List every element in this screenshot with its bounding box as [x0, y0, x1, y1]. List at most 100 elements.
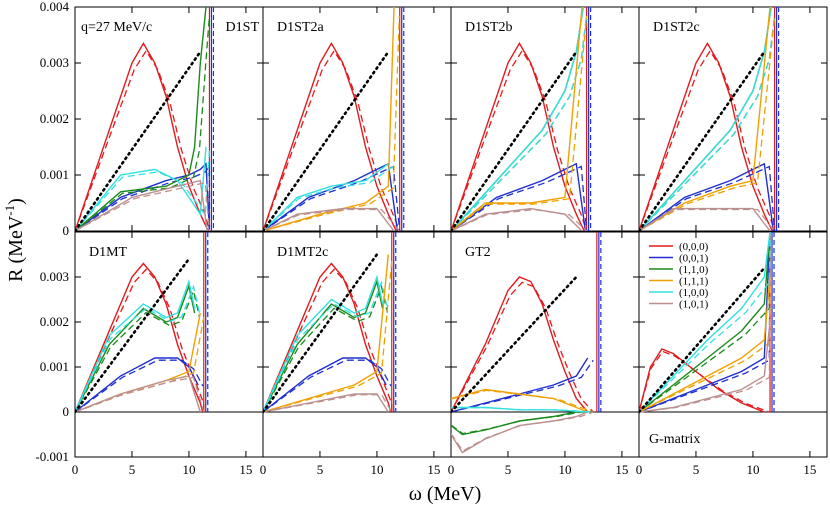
- series-100-dashed: [639, 239, 771, 413]
- series-100-solid: [75, 146, 207, 231]
- series-100-dashed: [639, 15, 776, 231]
- x-tick-label: 15: [803, 462, 816, 477]
- series-111-solid: [263, 254, 389, 413]
- series-100-solid: [451, 7, 584, 231]
- series-000-dashed: [451, 49, 588, 231]
- y-tick-label: 0.001: [40, 167, 69, 182]
- series-000-solid: [451, 42, 585, 231]
- x-axis-label: ω (MeV): [409, 483, 482, 505]
- series-110-dashed: [75, 15, 211, 231]
- series-100-solid: [263, 274, 384, 413]
- series-001-dashed: [263, 359, 392, 413]
- series-100-dashed: [75, 284, 201, 413]
- series-110-solid: [639, 7, 772, 231]
- panel-d1st2c: D1ST2c: [638, 6, 828, 232]
- panel-curves: [451, 7, 592, 231]
- series-101-solid: [263, 393, 389, 413]
- series-001-dashed: [639, 239, 771, 413]
- legend-label: (1,0,1): [679, 299, 709, 311]
- panel-frame: [450, 231, 640, 458]
- panel-label: D1MT2c: [277, 245, 328, 260]
- series-110-solid: [263, 278, 384, 413]
- series-110-solid: [451, 411, 588, 436]
- series-100-solid: [263, 163, 389, 231]
- legend-label: (1,0,0): [679, 287, 709, 299]
- series-101-solid: [75, 375, 201, 413]
- series-111-solid: [639, 7, 771, 231]
- series-free-response: [75, 50, 202, 231]
- panel-g-matrix: 0 5 10 15 G-matrix (0,0,0)(0,0,1)(1,1,0)(1,1,…: [636, 231, 828, 477]
- series-free-response: [639, 266, 766, 414]
- series-000-dashed: [451, 281, 594, 413]
- series-001-solid: [75, 357, 199, 413]
- x-tick-label: 0: [260, 462, 267, 477]
- panel-label: D1ST2c: [653, 20, 700, 35]
- series-110-solid: [75, 283, 196, 413]
- panel-curves: [451, 232, 602, 454]
- panel-label: D1ST2a: [277, 20, 324, 35]
- series-101-solid: [75, 179, 208, 231]
- legend-label: (1,1,0): [679, 264, 709, 276]
- series-100-solid: [639, 7, 772, 231]
- series-001-solid: [639, 162, 775, 231]
- y-axis-label: R (MeV-1): [2, 198, 27, 282]
- panel-label: D1MT: [89, 245, 128, 260]
- series-111-dashed: [263, 260, 393, 413]
- x-tick-label: 5: [317, 462, 324, 477]
- x-tick-label: 15: [427, 462, 440, 477]
- x-tick-label: 0: [72, 462, 79, 477]
- series-100-dashed: [75, 150, 211, 231]
- series-101-dashed: [639, 208, 776, 231]
- y-tick-label: 0.004: [40, 0, 70, 14]
- y-tick-label: 0.003: [40, 269, 69, 284]
- series-101-dashed: [451, 208, 588, 231]
- panel-label: GT2: [465, 245, 491, 260]
- series-000-dashed: [639, 49, 776, 231]
- x-tick-label: 5: [693, 462, 700, 477]
- series-111-dashed: [639, 15, 776, 231]
- legend: (0,0,0)(0,0,1)(1,1,0)(1,1,1)(1,0,0)(1,0,…: [649, 241, 709, 311]
- series-001-solid: [263, 162, 399, 231]
- panel-d1st: 0 0.001 0.002 0.003 0.004 D1ST q=27 MeV/c: [40, 0, 264, 238]
- series-free-response: [75, 257, 191, 414]
- panel-curves: [263, 7, 405, 231]
- series-000-dashed: [263, 268, 393, 413]
- series-free-response: [451, 275, 578, 414]
- series-100-dashed: [263, 280, 389, 413]
- panel-curves: [75, 7, 215, 231]
- series-111-dashed: [263, 15, 400, 231]
- legend-label: (1,1,1): [679, 276, 709, 288]
- series-111-solid: [639, 276, 771, 413]
- y-tick-label: 0.002: [40, 111, 69, 126]
- series-101-solid: [263, 207, 395, 231]
- series-111-dashed: [451, 389, 594, 413]
- series-000-solid: [263, 42, 397, 231]
- panel-d1mt2c: 0 5 10 15 D1MT2c: [260, 231, 452, 477]
- series-001-dashed: [75, 164, 211, 231]
- series-100-dashed: [451, 407, 594, 413]
- y-tick-label: 0.002: [40, 314, 69, 329]
- y-tick-label: 0.003: [40, 55, 69, 70]
- y-tick-label: 0: [63, 404, 70, 419]
- series-100-dashed: [451, 15, 588, 231]
- x-tick-label: 10: [558, 462, 571, 477]
- series-101-solid: [639, 207, 771, 231]
- series-001-dashed: [451, 359, 594, 413]
- series-000-dashed: [263, 49, 401, 231]
- series-000-dashed: [75, 268, 205, 413]
- series-001-dashed: [639, 165, 776, 231]
- x-tick-label: 15: [239, 462, 252, 477]
- series-101-solid: [451, 207, 583, 231]
- panel-curves: [639, 7, 780, 231]
- series-100-solid: [75, 278, 196, 413]
- panel-curves: [263, 232, 397, 414]
- series-101-dashed: [263, 394, 393, 413]
- series-111-dashed: [451, 15, 588, 231]
- panel-curves: [75, 232, 209, 414]
- series-101-dashed: [75, 181, 211, 231]
- panel-frame: [450, 6, 640, 232]
- panel-label: D1ST2b: [465, 20, 512, 35]
- x-tick-label: 10: [370, 462, 383, 477]
- series-001-solid: [263, 357, 387, 413]
